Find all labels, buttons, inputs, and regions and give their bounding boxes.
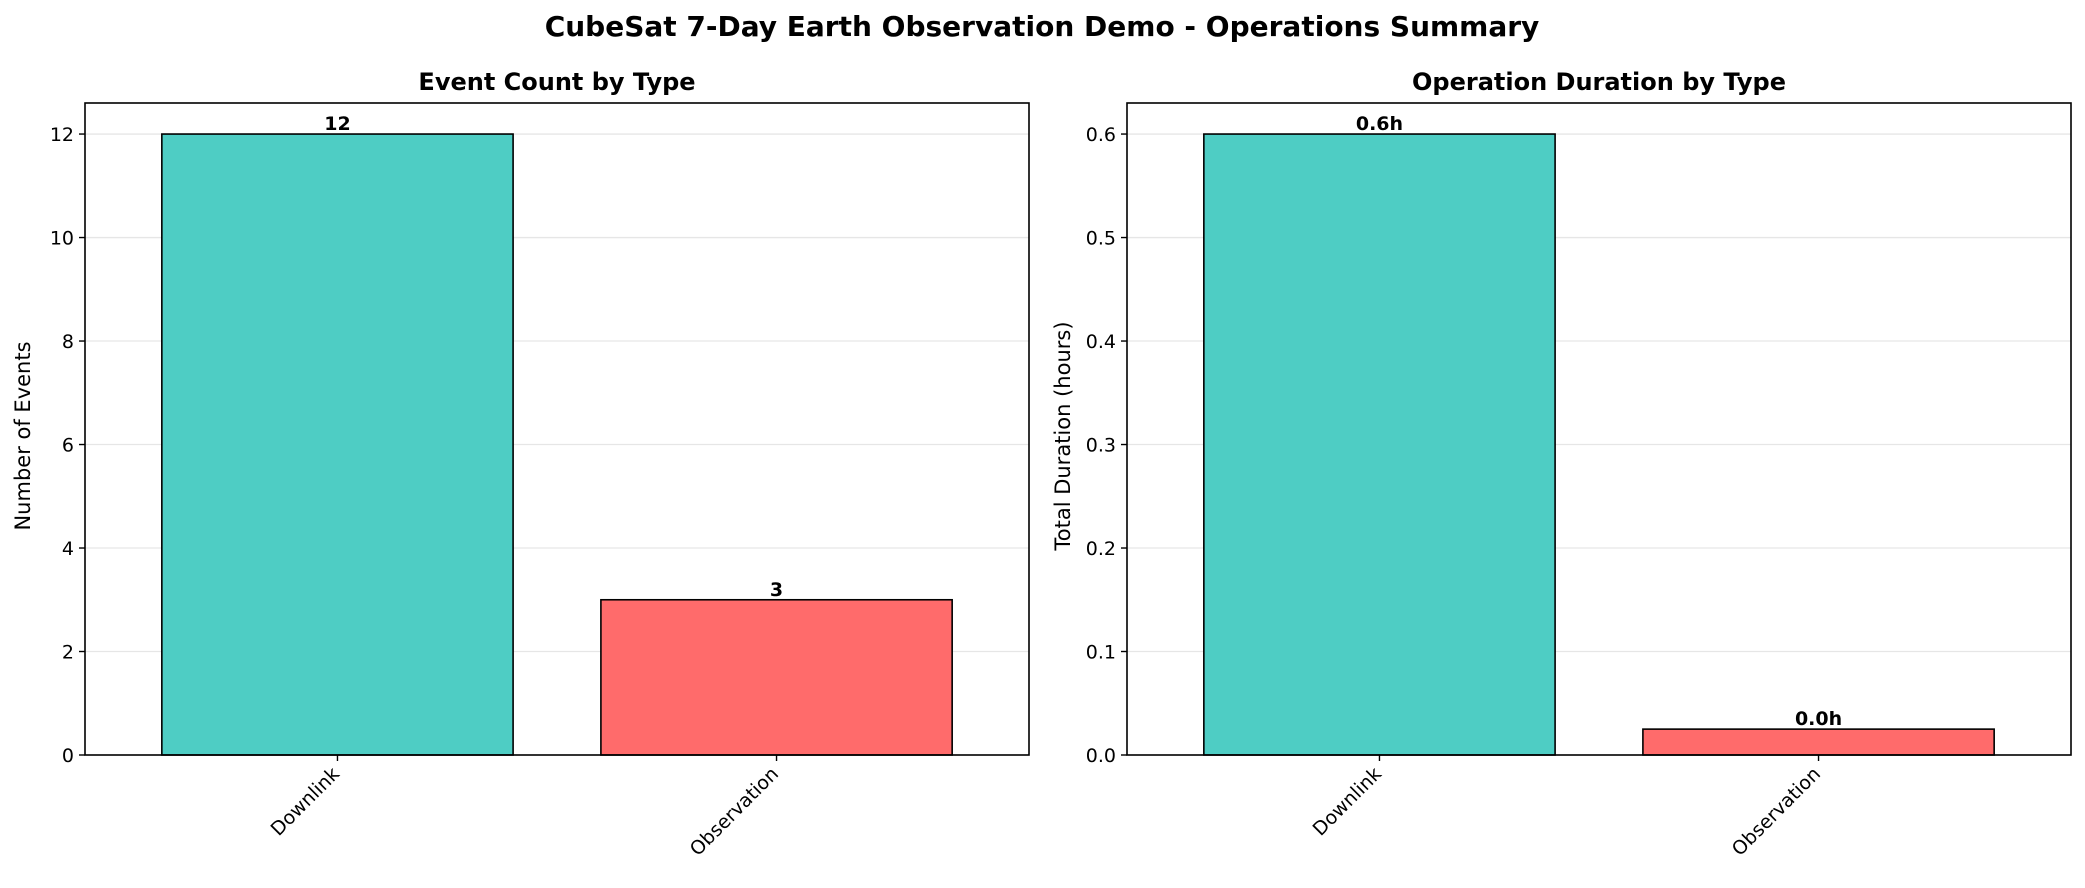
axes-frame xyxy=(84,102,1030,756)
x-tick-label: Observation xyxy=(686,763,783,860)
bar xyxy=(161,133,514,756)
y-tick-label: 0 xyxy=(62,745,74,767)
y-tick-label: 2 xyxy=(62,642,74,664)
figure-title: CubeSat 7-Day Earth Observation Demo - O… xyxy=(545,10,1540,43)
y-tick-label: 4 xyxy=(62,538,74,560)
y-axis-label: Number of Events xyxy=(11,341,35,530)
chart-panel-duration: Operation Duration by Type Total Duratio… xyxy=(1051,68,2072,860)
y-tick-label: 0.4 xyxy=(1086,331,1116,353)
data-label: 3 xyxy=(770,579,783,601)
y-tick-label: 8 xyxy=(62,331,74,353)
y-tick-label: 0.2 xyxy=(1086,538,1116,560)
y-tick-label: 12 xyxy=(50,124,74,146)
y-tick-label: 0.0 xyxy=(1086,745,1116,767)
y-tick-label: 6 xyxy=(62,435,74,457)
bar xyxy=(1642,728,1995,756)
data-label: 12 xyxy=(324,113,350,135)
data-label: 0.6h xyxy=(1356,113,1403,135)
x-tick-label: Observation xyxy=(1728,763,1825,860)
y-tick-label: 0.6 xyxy=(1086,124,1116,146)
data-label: 0.0h xyxy=(1795,708,1842,730)
bar xyxy=(600,598,953,756)
axes-frame xyxy=(1126,102,2072,756)
x-tick-label: Downlink xyxy=(1309,763,1386,840)
x-tick-label: Downlink xyxy=(267,763,344,840)
chart-panel-event-count: Event Count by Type Number of Events 12 3… xyxy=(11,68,1030,860)
y-axis-label: Total Duration (hours) xyxy=(1051,321,1075,551)
bar xyxy=(1203,133,1556,756)
y-tick-label: 0.5 xyxy=(1086,228,1116,250)
y-tick-label: 10 xyxy=(50,228,74,250)
y-tick-label: 0.1 xyxy=(1086,642,1116,664)
y-tick-label: 0.3 xyxy=(1086,435,1116,457)
chart-title: Event Count by Type xyxy=(418,68,695,96)
chart-title: Operation Duration by Type xyxy=(1412,68,1786,96)
